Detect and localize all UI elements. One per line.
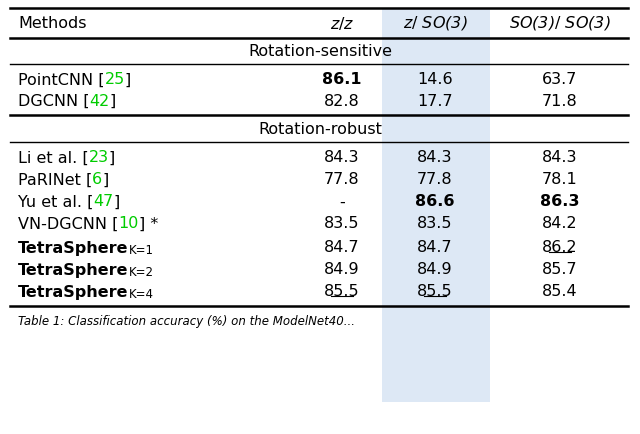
- Text: 78.1: 78.1: [542, 172, 578, 187]
- Text: DGCNN [: DGCNN [: [18, 93, 90, 108]
- Text: PointCNN [: PointCNN [: [18, 72, 104, 88]
- Text: Rotation-sensitive: Rotation-sensitive: [248, 45, 392, 59]
- Text: 17.7: 17.7: [417, 93, 453, 108]
- Text: TetraSphere: TetraSphere: [18, 285, 129, 299]
- Text: 84.2: 84.2: [542, 217, 578, 231]
- Text: VN-DGCNN [: VN-DGCNN [: [18, 217, 118, 231]
- Text: K=1: K=1: [129, 244, 154, 257]
- Bar: [382, 8, 490, 402]
- Text: 85.5: 85.5: [324, 285, 360, 299]
- Text: 85.4: 85.4: [542, 285, 578, 299]
- Text: 14.6: 14.6: [417, 72, 453, 88]
- Text: 83.5: 83.5: [324, 217, 360, 231]
- Text: 86.1: 86.1: [323, 72, 362, 88]
- Text: SO(3)$/$ SO(3): SO(3)$/$ SO(3): [509, 14, 611, 32]
- Text: Yu et al. [: Yu et al. [: [18, 194, 93, 210]
- Text: 82.8: 82.8: [324, 93, 360, 108]
- Text: 47: 47: [93, 194, 114, 210]
- Text: 84.9: 84.9: [417, 263, 453, 277]
- Text: -: -: [339, 194, 345, 210]
- Text: ]: ]: [114, 194, 120, 210]
- Text: 84.7: 84.7: [417, 240, 453, 256]
- Text: 84.9: 84.9: [324, 263, 360, 277]
- Text: 23: 23: [88, 151, 109, 165]
- Text: 71.8: 71.8: [542, 93, 578, 108]
- Text: $z/z$: $z/z$: [330, 14, 355, 32]
- Text: ] *: ] *: [139, 217, 158, 231]
- Text: 85.7: 85.7: [542, 263, 578, 277]
- Text: PaRINet [: PaRINet [: [18, 172, 92, 187]
- Text: 42: 42: [90, 93, 109, 108]
- Text: 77.8: 77.8: [417, 172, 453, 187]
- Text: 86.3: 86.3: [540, 194, 580, 210]
- Text: Rotation-robust: Rotation-robust: [258, 122, 382, 137]
- Text: ]: ]: [109, 151, 115, 165]
- Text: 6: 6: [92, 172, 102, 187]
- Text: K=2: K=2: [129, 266, 154, 279]
- Text: 10: 10: [118, 217, 139, 231]
- Text: 85.5: 85.5: [417, 285, 453, 299]
- Text: 84.7: 84.7: [324, 240, 360, 256]
- Text: 77.8: 77.8: [324, 172, 360, 187]
- Text: 84.3: 84.3: [542, 151, 578, 165]
- Text: ]: ]: [125, 72, 131, 88]
- Text: Table 1: Classification accuracy (%) on the ModelNet40...: Table 1: Classification accuracy (%) on …: [18, 316, 355, 329]
- Text: $z/$ SO(3): $z/$ SO(3): [403, 14, 467, 32]
- Text: ]: ]: [109, 93, 116, 108]
- Text: K=4: K=4: [129, 289, 154, 302]
- Text: 84.3: 84.3: [417, 151, 452, 165]
- Text: 86.6: 86.6: [415, 194, 455, 210]
- Text: TetraSphere: TetraSphere: [18, 263, 129, 277]
- Text: 86.2: 86.2: [542, 240, 578, 256]
- Text: 84.3: 84.3: [324, 151, 360, 165]
- Text: 25: 25: [104, 72, 125, 88]
- Text: 63.7: 63.7: [542, 72, 578, 88]
- Text: Methods: Methods: [18, 16, 86, 30]
- Text: TetraSphere: TetraSphere: [18, 240, 129, 256]
- Text: ]: ]: [102, 172, 109, 187]
- Text: 83.5: 83.5: [417, 217, 452, 231]
- Text: Li et al. [: Li et al. [: [18, 151, 88, 165]
